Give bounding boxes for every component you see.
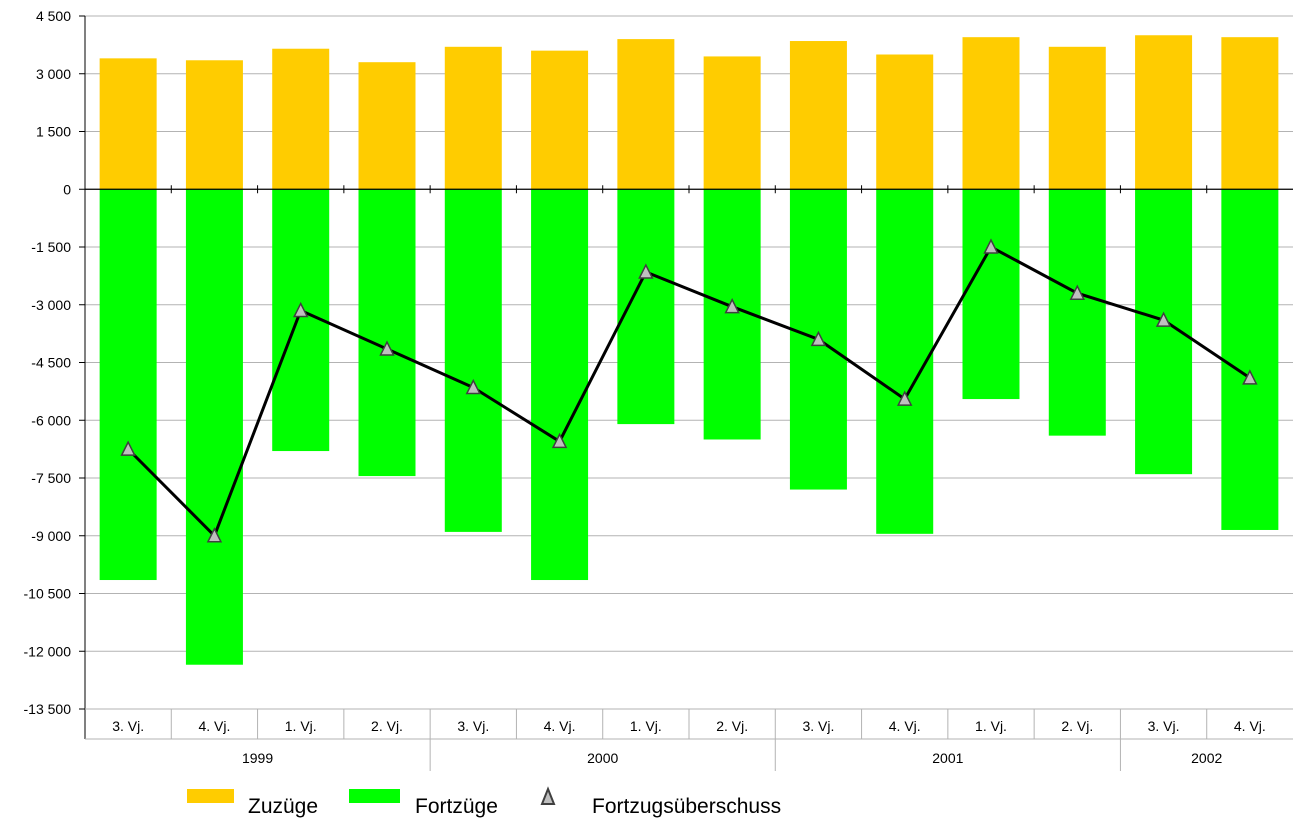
x-tick-label: 4. Vj. (198, 718, 230, 734)
gridlines (85, 15, 1293, 710)
bar-fortzuege (358, 189, 416, 477)
point-fortzugsueberschuss (1069, 284, 1085, 300)
x-tick-label: 1. Vj. (975, 718, 1007, 734)
legend-label-zuzuege: Zuzüge (248, 795, 318, 818)
bar-zuzuege (617, 39, 675, 190)
bar-fortzuege (876, 189, 934, 534)
point-fortzugsueberschuss (724, 297, 740, 314)
bar-zuzuege (99, 58, 157, 190)
x-tick-labels: 3. Vj. 4. Vj. 1. Vj. 2. Vj. 3. Vj. 4. Vj. 1. V… (112, 718, 1266, 766)
bars (99, 35, 1279, 665)
bar-zuzuege (703, 56, 761, 190)
legend-label-fortzugsueberschuss: Fortzugsüberschuss (592, 795, 781, 818)
bar-fortzuege (617, 189, 675, 425)
y-tick-label: -12 000 (24, 643, 72, 659)
y-tick-label: 4 500 (36, 8, 71, 24)
surplus-line (120, 238, 1258, 543)
bar-zuzuege (789, 41, 847, 190)
point-fortzugsueberschuss (206, 527, 223, 543)
bar-zuzuege (531, 50, 589, 190)
series-line-fortzugsueberschuss (127, 244, 1251, 539)
point-fortzugsueberschuss (897, 390, 913, 406)
bar-zuzuege (1048, 46, 1106, 190)
x-group-label: 1999 (242, 750, 273, 766)
x-group-label: 2002 (1191, 750, 1222, 766)
point-fortzugsueberschuss (810, 330, 827, 347)
legend-swatch-zuzuege (187, 789, 234, 803)
point-fortzugsueberschuss (983, 238, 999, 254)
y-tick-label: -1 500 (31, 239, 71, 255)
point-fortzugsueberschuss (638, 263, 654, 279)
x-tick-label: 2. Vj. (716, 718, 748, 734)
x-tick-label: 3. Vj. (112, 718, 144, 734)
x-group-label: 2000 (587, 750, 618, 766)
y-tick-label: 0 (63, 181, 71, 197)
bar-fortzuege (99, 189, 157, 581)
bar-zuzuege (185, 60, 243, 190)
bar-fortzuege (962, 189, 1020, 400)
point-fortzugsueberschuss (551, 432, 568, 449)
y-tick-label: -3 000 (31, 297, 71, 313)
y-tick-label: -7 500 (31, 470, 71, 486)
x-tick-label: 2. Vj. (371, 718, 403, 734)
y-tick-label: 1 500 (36, 124, 71, 140)
x-tick-label: 3. Vj. (1148, 718, 1180, 734)
y-tick-label: -9 000 (31, 528, 71, 544)
bar-zuzuege (272, 48, 330, 190)
bar-fortzuege (444, 189, 502, 532)
point-fortzugsueberschuss (379, 340, 395, 356)
y-tick-label: -13 500 (24, 701, 72, 717)
x-tick-label: 4. Vj. (1234, 718, 1266, 734)
y-tick-label: -6 000 (31, 412, 71, 428)
x-tick-label: 1. Vj. (630, 718, 662, 734)
point-fortzugsueberschuss (120, 440, 136, 456)
point-fortzugsueberschuss (1155, 311, 1172, 327)
bar-zuzuege (1221, 37, 1279, 190)
bar-fortzuege (531, 189, 589, 581)
y-tick-label: -4 500 (31, 355, 71, 371)
point-fortzugsueberschuss (465, 378, 481, 395)
bar-zuzuege (876, 54, 934, 190)
y-tick-labels: 4 500 3 000 1 500 0 -1 500 -3 000 -4 500 -6 000… (24, 8, 72, 717)
x-tick-label: 3. Vj. (802, 718, 834, 734)
bar-fortzuege (185, 189, 243, 665)
x-tick-label: 1. Vj. (285, 718, 317, 734)
x-tick-label: 2. Vj. (1061, 718, 1093, 734)
legend: Zuzüge Fortzüge Fortzugsüberschuss (187, 786, 781, 818)
axes (79, 15, 1293, 771)
legend-swatch-fortzuege (349, 789, 400, 803)
x-tick-label: 3. Vj. (457, 718, 489, 734)
legend-marker-triangle-icon (540, 786, 556, 805)
bar-zuzuege (358, 62, 416, 190)
bar-zuzuege (962, 37, 1020, 190)
point-fortzugsueberschuss (1242, 369, 1258, 385)
legend-label-fortzuege: Fortzüge (415, 795, 498, 818)
point-fortzugsueberschuss (293, 301, 309, 318)
x-tick-label: 4. Vj. (889, 718, 921, 734)
bar-fortzuege (1048, 189, 1106, 436)
x-group-label: 2001 (932, 750, 963, 766)
y-tick-label: -10 500 (24, 586, 72, 602)
y-tick-label: 3 000 (36, 66, 71, 82)
bar-zuzuege (444, 46, 502, 190)
x-tick-label: 4. Vj. (544, 718, 576, 734)
bar-fortzuege (1221, 189, 1279, 530)
bar-zuzuege (1135, 35, 1193, 190)
